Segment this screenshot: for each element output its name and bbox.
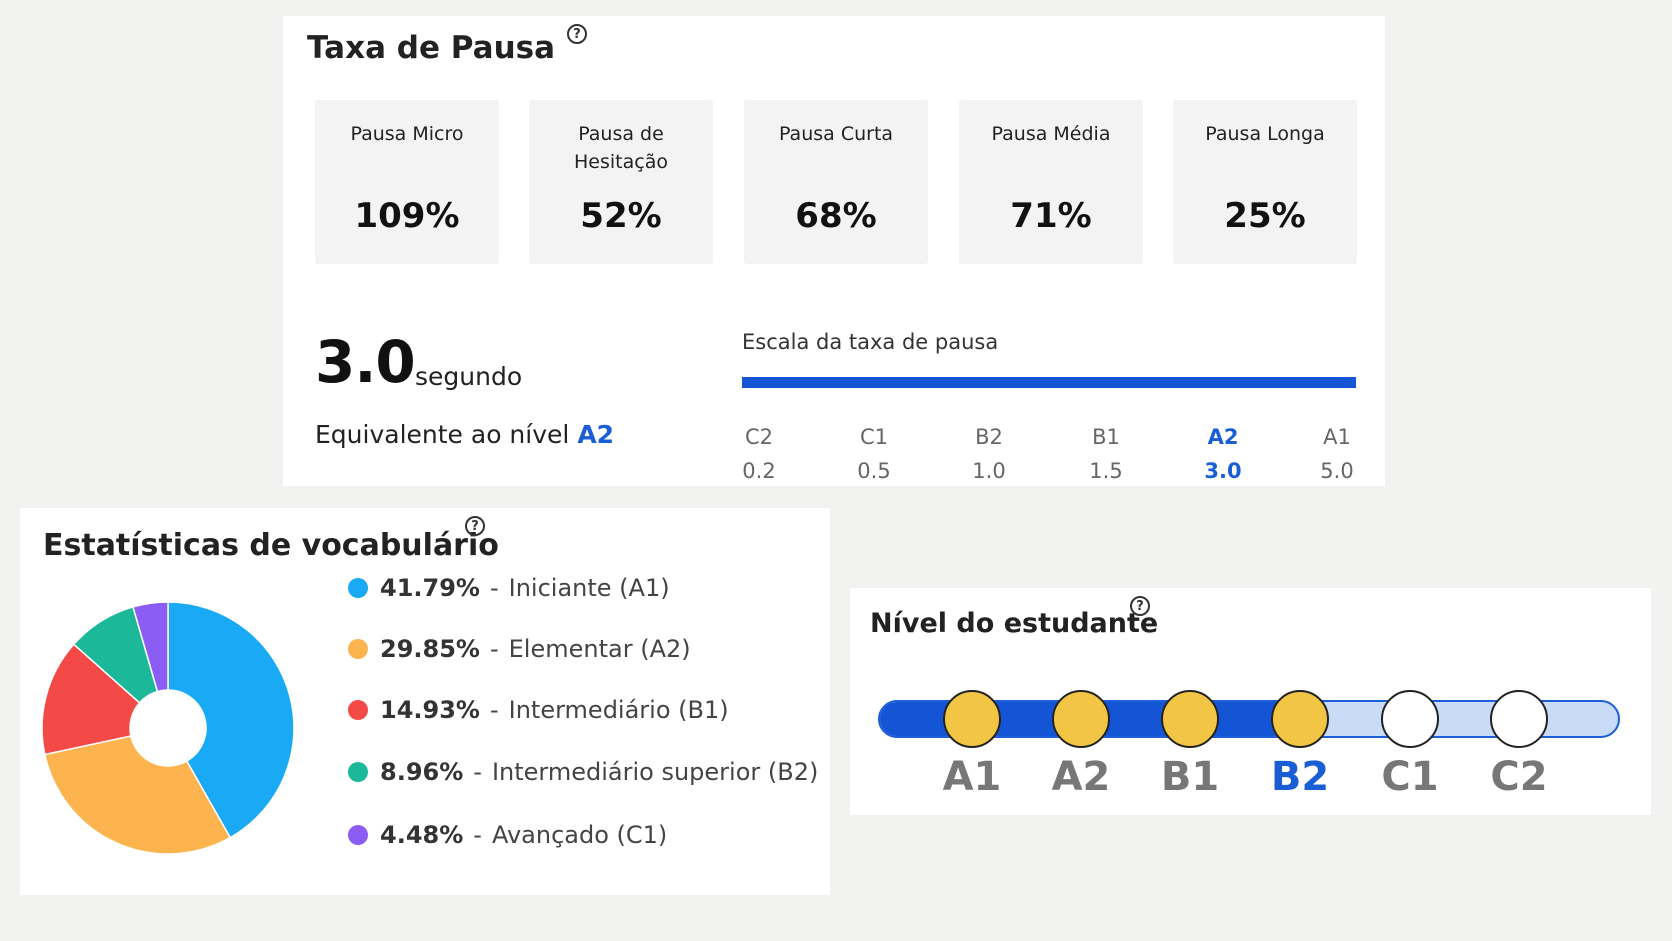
scale-item-a2-active: A2 3.0	[1193, 420, 1253, 488]
legend-item-c1: 4.48% - Avançado (C1)	[348, 821, 667, 849]
legend-separator: -	[489, 635, 499, 663]
metric-value: 109%	[354, 196, 460, 236]
legend-dot	[348, 639, 368, 659]
legend-separator: -	[473, 758, 482, 786]
pie-slice-0[interactable]	[167, 601, 295, 839]
scale-level: A1	[1323, 425, 1351, 449]
legend-label: Avançado (C1)	[491, 821, 668, 849]
metric-label: Pausa Longa	[1205, 123, 1325, 145]
level-node-b1	[1161, 690, 1219, 748]
legend-dot	[348, 762, 368, 782]
level-label-a2: A2	[1051, 754, 1111, 800]
legend-item-a1: 41.79% - Iniciante (A1)	[348, 574, 670, 602]
metric-long-pause: Pausa Longa 25%	[1173, 100, 1357, 264]
legend-percentage: 14.93%	[380, 696, 480, 724]
level-label-c1: C1	[1381, 754, 1439, 800]
metric-label: Pausa Média	[991, 123, 1111, 145]
metric-hesitation-pause: Pausa de Hesitação 52%	[529, 100, 713, 264]
legend-label: Elementar (A2)	[508, 635, 691, 663]
question-circle-icon[interactable]: ?	[567, 24, 587, 44]
question-circle-icon[interactable]: ?	[1130, 596, 1150, 616]
pause-rate-title: Taxa de Pausa	[307, 30, 556, 66]
legend-item-b1: 14.93% - Intermediário (B1)	[348, 696, 729, 724]
question-circle-icon[interactable]: ?	[465, 516, 485, 536]
pie-slice-2[interactable]	[41, 643, 141, 756]
legend-label: Intermediário superior (B2)	[491, 758, 819, 786]
level-label-a1: A1	[942, 754, 1002, 800]
vocabulary-stats-title: Estatísticas de vocabulário	[43, 528, 499, 563]
metric-medium-pause: Pausa Média 71%	[959, 100, 1143, 264]
legend-item-b2: 8.96% - Intermediário superior (B2)	[348, 758, 818, 786]
metric-short-pause: Pausa Curta 68%	[744, 100, 928, 264]
level-node-c2	[1490, 690, 1548, 748]
legend-percentage: 41.79%	[380, 574, 480, 602]
pause-rate-value: 3.0	[315, 328, 416, 396]
legend-dot	[348, 700, 368, 720]
level-node-b2	[1271, 690, 1329, 748]
pause-rate-card: Taxa de Pausa ? Pausa Micro 109% Pausa d…	[283, 16, 1385, 486]
metric-label: Pausa de Hesitação	[574, 123, 668, 173]
level-node-a1	[943, 690, 1001, 748]
scale-bar	[742, 377, 1356, 388]
legend-separator: -	[489, 574, 499, 602]
metric-value: 71%	[1010, 196, 1092, 236]
legend-dot	[348, 578, 368, 598]
legend-percentage: 29.85%	[380, 635, 480, 663]
metric-micro-pause: Pausa Micro 109%	[315, 100, 499, 264]
level-node-a2	[1052, 690, 1110, 748]
metric-label: Pausa Curta	[778, 123, 894, 145]
student-level-card: Nível do estudante ? A1 A2 B1 B2 C1 C2	[850, 588, 1651, 815]
scale-level: C2	[744, 425, 774, 449]
metric-value: 25%	[1224, 196, 1306, 236]
legend-item-a2: 29.85% - Elementar (A2)	[348, 635, 691, 663]
scale-value: 1.5	[1089, 459, 1123, 483]
scale-level: B1	[1092, 425, 1120, 449]
scale-title: Escala da taxa de pausa	[742, 330, 999, 354]
metric-value: 52%	[580, 196, 662, 236]
scale-item-c1: C1 0.5	[844, 420, 904, 488]
scale-level: B2	[975, 425, 1003, 449]
scale-level: A2	[1207, 425, 1239, 449]
legend-separator: -	[489, 696, 499, 724]
metric-label: Pausa Micro	[350, 123, 464, 145]
scale-item-c2: C2 0.2	[729, 420, 789, 488]
equivalent-level-badge: A2	[577, 420, 615, 449]
scale-item-b1: B1 1.5	[1076, 420, 1136, 488]
scale-value: 0.2	[742, 459, 776, 483]
level-label-b2-current: B2	[1270, 754, 1330, 800]
pie-slice-4[interactable]	[132, 601, 169, 693]
legend-percentage: 4.48%	[380, 821, 464, 849]
vocabulary-donut-chart	[41, 601, 295, 855]
equivalent-level-text: Equivalente ao nível A2	[315, 420, 614, 449]
scale-item-b2: B2 1.0	[959, 420, 1019, 488]
scale-item-a1: A1 5.0	[1307, 420, 1367, 488]
level-node-c1	[1381, 690, 1439, 748]
metric-value: 68%	[795, 196, 877, 236]
legend-separator: -	[473, 821, 482, 849]
legend-percentage: 8.96%	[380, 758, 464, 786]
scale-level: C1	[859, 425, 889, 449]
pie-slice-1[interactable]	[43, 735, 232, 855]
scale-value: 3.0	[1204, 459, 1242, 483]
scale-value: 0.5	[857, 459, 891, 483]
level-label-b1: B1	[1160, 754, 1220, 800]
legend-label: Iniciante (A1)	[508, 574, 670, 602]
legend-dot	[348, 825, 368, 845]
scale-value: 5.0	[1320, 459, 1354, 483]
pause-rate-unit: segundo	[415, 362, 523, 391]
legend-label: Intermediário (B1)	[508, 696, 729, 724]
vocabulary-stats-card: Estatísticas de vocabulário ? 41.79% - Ini…	[20, 508, 830, 895]
scale-value: 1.0	[972, 459, 1006, 483]
level-label-c2: C2	[1490, 754, 1548, 800]
equivalent-label: Equivalente ao nível	[315, 420, 570, 449]
student-level-title: Nível do estudante	[870, 608, 1159, 639]
